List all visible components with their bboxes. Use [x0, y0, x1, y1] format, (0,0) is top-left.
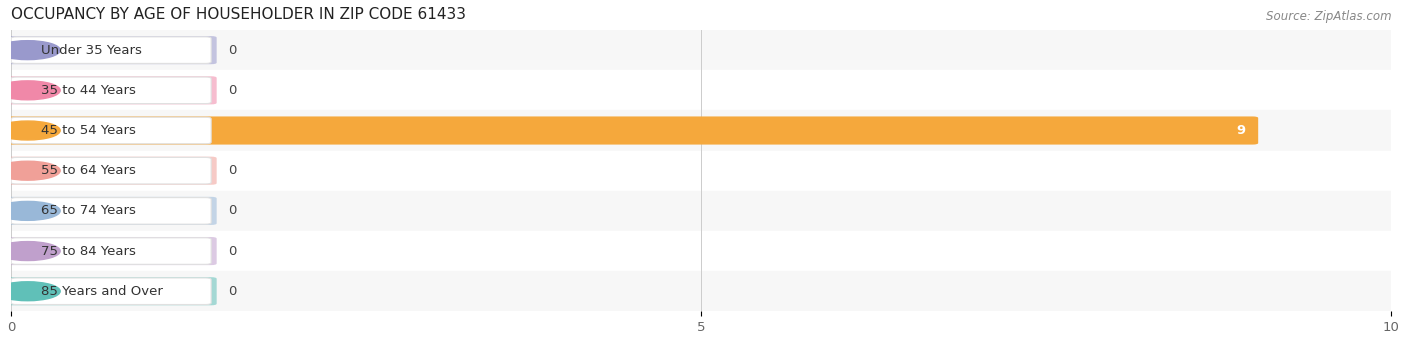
Bar	[11, 271, 1391, 311]
FancyBboxPatch shape	[11, 278, 211, 305]
Text: 0: 0	[228, 84, 236, 97]
FancyBboxPatch shape	[6, 76, 217, 104]
Bar	[11, 110, 1391, 151]
Circle shape	[0, 202, 60, 220]
Text: 55 to 64 Years: 55 to 64 Years	[42, 164, 136, 177]
Circle shape	[0, 121, 60, 140]
Bar	[11, 231, 1391, 271]
Circle shape	[0, 241, 60, 261]
FancyBboxPatch shape	[11, 117, 211, 144]
Text: 9: 9	[1237, 124, 1246, 137]
FancyBboxPatch shape	[11, 77, 211, 104]
Text: 75 to 84 Years: 75 to 84 Years	[42, 244, 136, 257]
Bar	[11, 151, 1391, 191]
FancyBboxPatch shape	[11, 198, 211, 224]
Text: 0: 0	[228, 244, 236, 257]
Text: Source: ZipAtlas.com: Source: ZipAtlas.com	[1267, 10, 1392, 23]
FancyBboxPatch shape	[6, 277, 217, 305]
Circle shape	[0, 41, 60, 60]
Bar	[11, 70, 1391, 110]
Text: 0: 0	[228, 164, 236, 177]
Bar	[11, 30, 1391, 70]
FancyBboxPatch shape	[6, 197, 217, 225]
Circle shape	[0, 282, 60, 301]
Text: 45 to 54 Years: 45 to 54 Years	[42, 124, 136, 137]
FancyBboxPatch shape	[6, 237, 217, 265]
FancyBboxPatch shape	[11, 238, 211, 264]
Text: OCCUPANCY BY AGE OF HOUSEHOLDER IN ZIP CODE 61433: OCCUPANCY BY AGE OF HOUSEHOLDER IN ZIP C…	[11, 7, 467, 22]
FancyBboxPatch shape	[11, 158, 211, 184]
Text: 0: 0	[228, 204, 236, 217]
Text: 0: 0	[228, 44, 236, 57]
Circle shape	[0, 81, 60, 100]
Text: 0: 0	[228, 285, 236, 298]
Circle shape	[0, 161, 60, 180]
FancyBboxPatch shape	[11, 37, 211, 63]
FancyBboxPatch shape	[6, 116, 1258, 145]
Text: 65 to 74 Years: 65 to 74 Years	[42, 204, 136, 217]
Text: 35 to 44 Years: 35 to 44 Years	[42, 84, 136, 97]
Bar	[11, 191, 1391, 231]
FancyBboxPatch shape	[6, 36, 217, 64]
Text: 85 Years and Over: 85 Years and Over	[42, 285, 163, 298]
FancyBboxPatch shape	[6, 157, 217, 185]
Text: Under 35 Years: Under 35 Years	[42, 44, 142, 57]
